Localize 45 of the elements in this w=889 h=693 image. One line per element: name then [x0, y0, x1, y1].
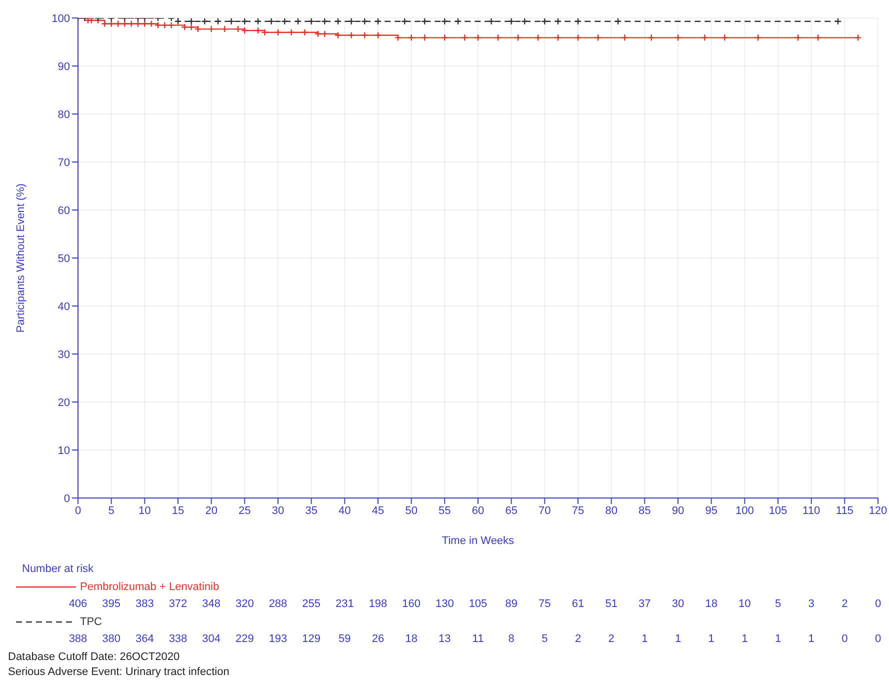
y-tick-label: 60	[58, 204, 70, 217]
x-tick-label: 40	[338, 504, 351, 517]
text: Serious Adverse Event: Urinary tract infection	[8, 666, 230, 678]
text: 406 395 383 372 348 320 288 255 231 198 160 130 105 89 75 61 51 37 30 18 10 5 3 2 0	[68, 598, 882, 610]
text: Database Cutoff Date: 26OCT2020	[8, 651, 180, 663]
x-tick-label: 10	[138, 504, 151, 517]
y-tick-label: 0	[64, 492, 70, 505]
x-tick-label: 20	[205, 504, 218, 517]
y-tick-label: 90	[58, 60, 70, 73]
text: Number at risk	[22, 563, 94, 575]
y-tick-label: 40	[58, 300, 70, 313]
x-tick-label: 55	[438, 504, 451, 517]
x-tick-label: 75	[572, 504, 584, 517]
y-tick-label: 10	[58, 444, 70, 457]
x-tick-label: 105	[768, 504, 788, 517]
x-tick-label: 45	[372, 504, 384, 517]
y-tick-label: 50	[58, 252, 70, 265]
text: 388 380 364 338 304 229 193 129 59 26 18 13 11 8 5 2 2 1 1 1 1 1 1 0 0	[68, 633, 882, 645]
text: TPC	[80, 616, 102, 628]
y-axis-title: Participants Without Event (%)	[14, 183, 27, 333]
y-tick-label: 100	[52, 12, 70, 25]
x-tick-label: 95	[705, 504, 718, 517]
x-axis-title: Time in Weeks	[442, 535, 515, 547]
x-tick-label: 110	[802, 504, 820, 517]
y-tick-label: 30	[58, 348, 70, 361]
x-tick-label: 0	[74, 504, 82, 517]
text: Pembrolizumab + Lenvatinib	[80, 581, 220, 593]
x-tick-label: 35	[305, 504, 318, 517]
x-tick-label: 115	[836, 504, 854, 517]
y-tick-label: 20	[58, 396, 70, 409]
x-tick-label: 5	[108, 504, 114, 517]
x-tick-label: 15	[172, 504, 184, 517]
x-tick-label: 30	[272, 504, 284, 517]
x-tick-label: 60	[472, 504, 484, 517]
x-tick-label: 100	[735, 504, 754, 517]
x-tick-label: 25	[238, 504, 251, 517]
x-tick-label: 65	[505, 504, 518, 517]
x-tick-label: 70	[538, 504, 551, 517]
x-tick-label: 80	[605, 504, 618, 517]
x-tick-label: 120	[868, 504, 888, 517]
x-tick-label: 50	[405, 504, 418, 517]
y-tick-label: 70	[58, 156, 70, 169]
x-tick-label: 85	[638, 504, 651, 517]
y-tick-label: 80	[58, 108, 70, 121]
x-tick-label: 90	[672, 504, 684, 517]
